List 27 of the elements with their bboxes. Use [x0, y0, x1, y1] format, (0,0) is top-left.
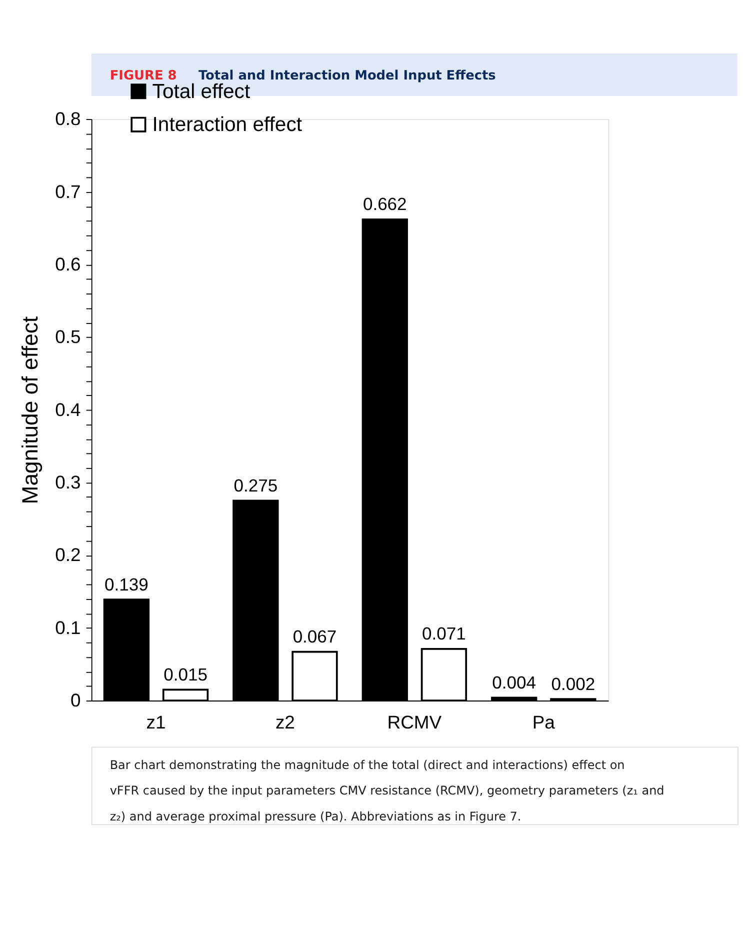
- y-tick-label: 0: [70, 690, 81, 711]
- legend-label: Interaction effect: [152, 114, 302, 136]
- x-tick-label: z2: [275, 712, 295, 733]
- data-label: 0.662: [362, 194, 407, 214]
- data-label: 0.139: [104, 574, 148, 594]
- y-tick-label: 0.2: [55, 544, 81, 566]
- data-label: 0.004: [492, 672, 536, 692]
- text: Bar chart demonstrating the magnitude of the total (direct and interactions) effect on vFFR caused by the input parameters CMV resistance (RCMV), geometry parameters (z₁ and z₂) and average proximal pressure (Pa). Abbreviations as in Figure 7.: [110, 758, 664, 824]
- data-label: 0.002: [551, 674, 596, 694]
- y-tick-label: 0.4: [55, 398, 81, 420]
- y-tick-label: 0.1: [55, 616, 81, 638]
- chart-title: FIGURE 8: [110, 68, 177, 84]
- y-tick-label: 0.5: [55, 326, 81, 348]
- legend-label: Total effect: [152, 80, 250, 103]
- x-tick-label: z1: [146, 712, 166, 733]
- y-tick-label: 0.8: [55, 108, 81, 130]
- x-tick-label: Pa: [532, 712, 556, 733]
- y-tick-label: 0.7: [55, 180, 81, 202]
- data-label: 0.015: [164, 664, 208, 684]
- y-tick-label: 0.3: [55, 471, 81, 492]
- x-tick-label: RCMV: [387, 712, 442, 733]
- y-axis-title: Magnitude of effect: [18, 316, 43, 504]
- data-label: 0.275: [234, 475, 278, 496]
- chart-subtitle: Total and Interaction Model Input Effects: [198, 68, 496, 84]
- data-label: 0.071: [422, 624, 466, 644]
- data-label: 0.067: [292, 626, 337, 647]
- y-tick-label: 0.6: [55, 253, 81, 274]
